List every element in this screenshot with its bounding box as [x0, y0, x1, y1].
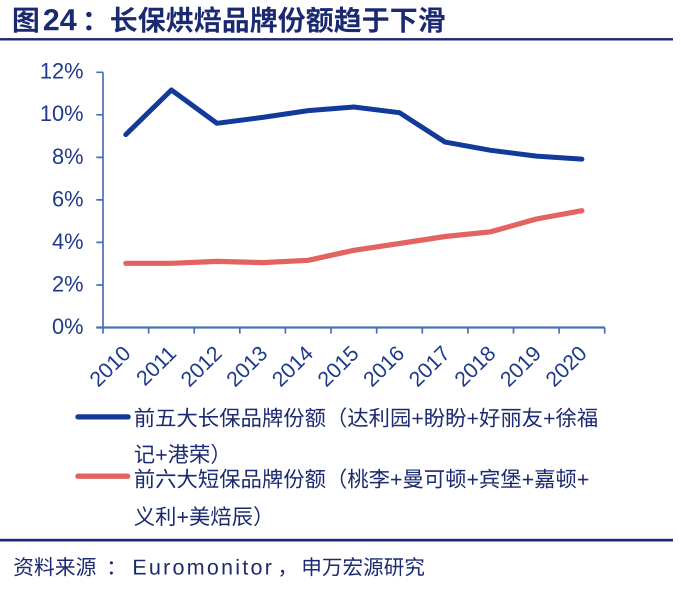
svg-text:8%: 8% [52, 144, 84, 169]
svg-text:2%: 2% [52, 271, 84, 296]
svg-text:12%: 12% [40, 59, 84, 84]
svg-text:4%: 4% [52, 229, 84, 254]
svg-text:6%: 6% [52, 186, 84, 211]
svg-text:10%: 10% [40, 101, 84, 126]
svg-text:0%: 0% [52, 314, 84, 339]
